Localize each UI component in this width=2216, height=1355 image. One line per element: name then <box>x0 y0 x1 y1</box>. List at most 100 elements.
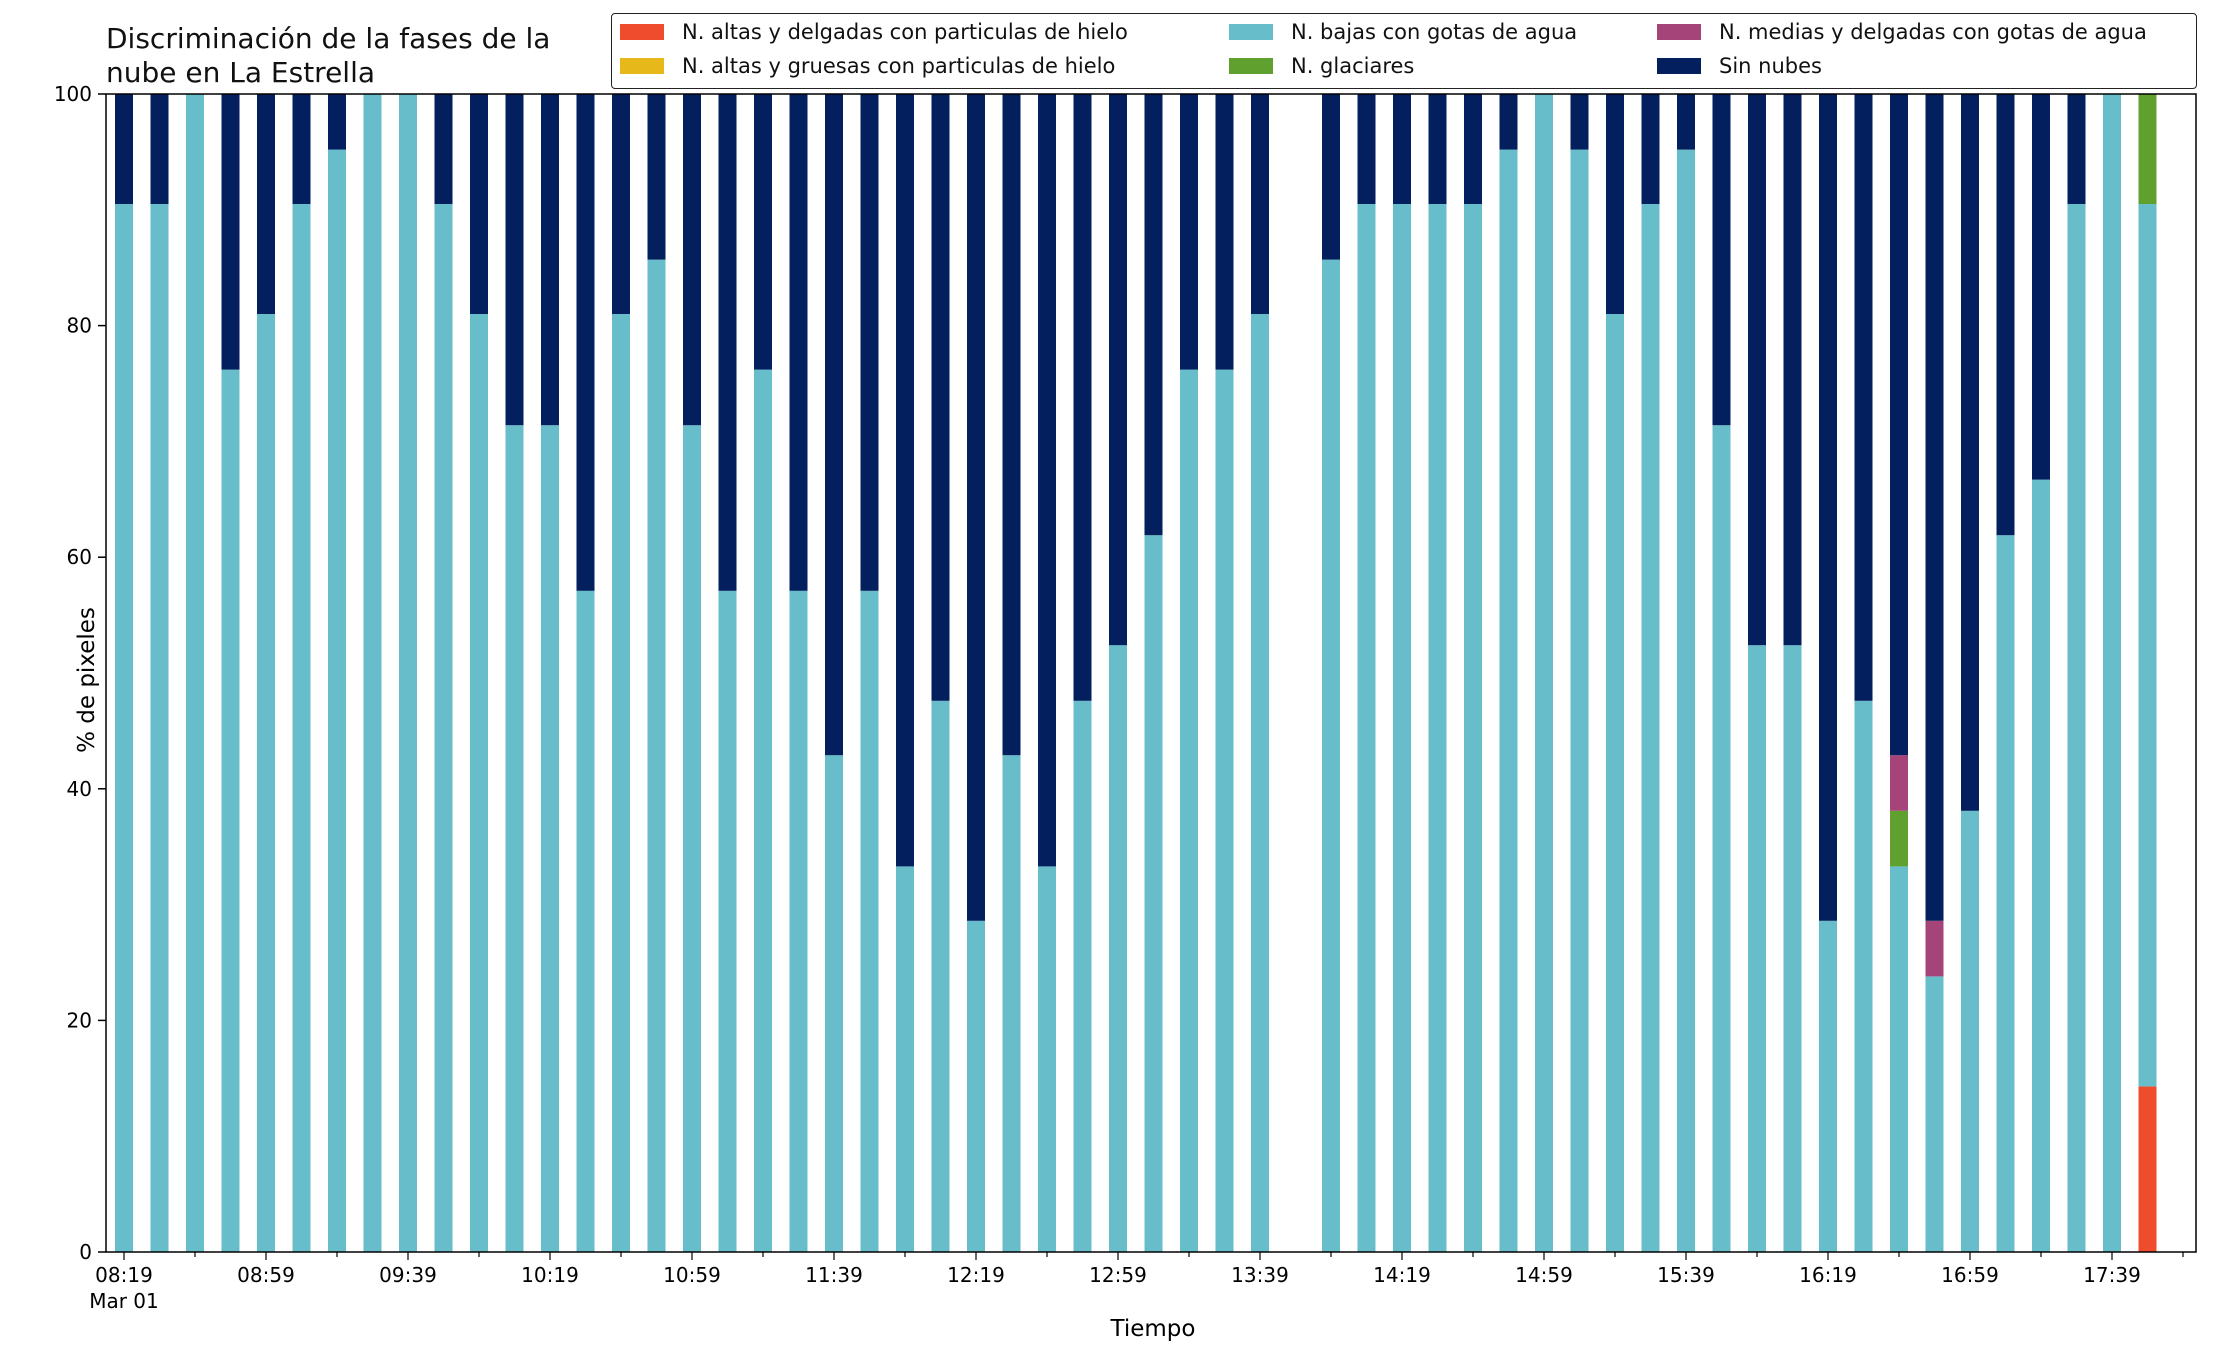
bar-segment <box>1890 866 1908 1252</box>
bar-segment <box>1357 204 1376 1252</box>
bar-segment <box>1322 94 1340 260</box>
bar-segment <box>2067 94 2086 204</box>
bar-segment <box>931 94 950 701</box>
bar-segment <box>1073 94 1092 701</box>
x-tick-label: 15:39 <box>1657 1263 1715 1287</box>
bar-segment <box>683 94 701 426</box>
bar-segment <box>257 94 275 314</box>
bar-segment <box>896 94 914 867</box>
bar-segment <box>1819 94 1837 921</box>
bar-segment <box>2067 204 2086 1252</box>
x-date-label: Mar 01 <box>89 1289 159 1313</box>
bar-segment <box>1783 645 1802 1252</box>
bar-segment <box>612 314 630 1252</box>
bar-segment <box>1996 94 2015 536</box>
bar-segment <box>860 94 879 591</box>
bar-segment <box>1890 755 1908 811</box>
legend-swatch <box>620 58 664 74</box>
bar-segment <box>1641 204 1660 1252</box>
bar-segment <box>505 94 524 426</box>
legend-swatch <box>1229 58 1273 74</box>
bar-segment <box>2032 479 2050 1253</box>
bar-segment <box>1570 149 1589 1253</box>
bar-segment <box>896 866 914 1252</box>
x-tick-label: 13:39 <box>1231 1263 1289 1287</box>
bar-segment <box>1925 976 1944 1252</box>
bar-segment <box>754 94 772 370</box>
bar-segment <box>1180 94 1198 370</box>
x-tick-label: 10:19 <box>521 1263 579 1287</box>
bar-segment <box>1961 810 1979 1252</box>
bar-segment <box>1109 94 1127 646</box>
bar-segment <box>1925 94 1944 921</box>
bar-segment <box>825 755 843 1252</box>
bar-segment <box>825 94 843 756</box>
bar-segment <box>1357 94 1376 204</box>
bar-segment <box>2138 204 2157 1087</box>
bar-segment <box>2032 94 2050 480</box>
bar-segment <box>470 94 488 314</box>
bar-segment <box>1464 204 1482 1252</box>
bar-segment <box>1144 94 1163 536</box>
chart-title: Discriminación de la fases de la nube en… <box>106 22 551 89</box>
bar-segment <box>399 94 417 1252</box>
bar-segment <box>470 314 488 1252</box>
y-tick-label: 20 <box>67 1008 92 1032</box>
bar-segment <box>115 94 133 204</box>
legend-label: N. bajas con gotas de agua <box>1291 20 1578 44</box>
legend-label: N. altas y gruesas con particulas de hie… <box>682 54 1116 78</box>
x-tick-label: 12:19 <box>947 1263 1005 1287</box>
x-tick-label: 17:39 <box>2083 1263 2141 1287</box>
bar-segment <box>1854 700 1873 1252</box>
bar-segment <box>2138 1086 2157 1252</box>
axes-layer: 0 20 40 60 80 100 08:19 08:59 09:39 10:19 10:59 11:… <box>54 82 2197 1313</box>
bar-segment <box>1925 920 1944 977</box>
bar-segment <box>576 94 595 591</box>
bar-segment <box>647 259 666 1253</box>
x-tick-label: 16:59 <box>1941 1263 1999 1287</box>
x-tick-label: 08:59 <box>237 1263 295 1287</box>
bar-segment <box>363 94 382 1252</box>
bar-segment <box>718 94 737 591</box>
bar-segment <box>931 700 950 1252</box>
legend: N. altas y delgadas con particulas de hi… <box>611 13 2197 89</box>
bar-segment <box>541 94 559 426</box>
bar-segment <box>1393 94 1411 204</box>
bar-segment <box>1038 866 1056 1252</box>
bar-segment <box>1073 700 1092 1252</box>
x-axis-label: Tiempo <box>1110 1316 1196 1342</box>
bar-segment <box>115 204 133 1252</box>
bar-segment <box>221 369 240 1253</box>
bar-segment <box>1393 204 1411 1252</box>
bar-segment <box>221 94 240 370</box>
bar-segment <box>1890 94 1908 756</box>
bar-segment <box>789 94 808 591</box>
x-tick-label: 16:19 <box>1799 1263 1857 1287</box>
x-tick-label: 11:39 <box>805 1263 863 1287</box>
bar-segment <box>292 204 311 1252</box>
bar-segment <box>860 590 879 1252</box>
bar-segment <box>1819 920 1837 1252</box>
bar-segment <box>718 590 737 1252</box>
bar-segment <box>1890 810 1908 867</box>
bar-segment <box>1180 369 1198 1253</box>
bar-segment <box>1535 94 1553 1252</box>
legend-swatch <box>620 24 664 40</box>
bars-layer <box>115 94 2157 1253</box>
legend-item-glaciares: N. glaciares <box>1229 54 1414 78</box>
y-tick-label: 100 <box>54 82 92 106</box>
bar-segment <box>1428 94 1447 204</box>
legend-item-bajas: N. bajas con gotas de agua <box>1229 20 1577 44</box>
bar-segment <box>1712 94 1731 426</box>
bar-segment <box>1215 94 1234 370</box>
bar-segment <box>1109 645 1127 1252</box>
bar-segment <box>150 94 169 204</box>
bar-segment <box>754 369 772 1253</box>
bar-segment <box>505 425 524 1252</box>
legend-label: N. altas y delgadas con particulas de hi… <box>682 20 1128 44</box>
bar-segment <box>1144 535 1163 1252</box>
legend-label: N. medias y delgadas con gotas de agua <box>1719 20 2147 44</box>
x-tick-label: 10:59 <box>663 1263 721 1287</box>
legend-label: N. glaciares <box>1291 54 1415 78</box>
